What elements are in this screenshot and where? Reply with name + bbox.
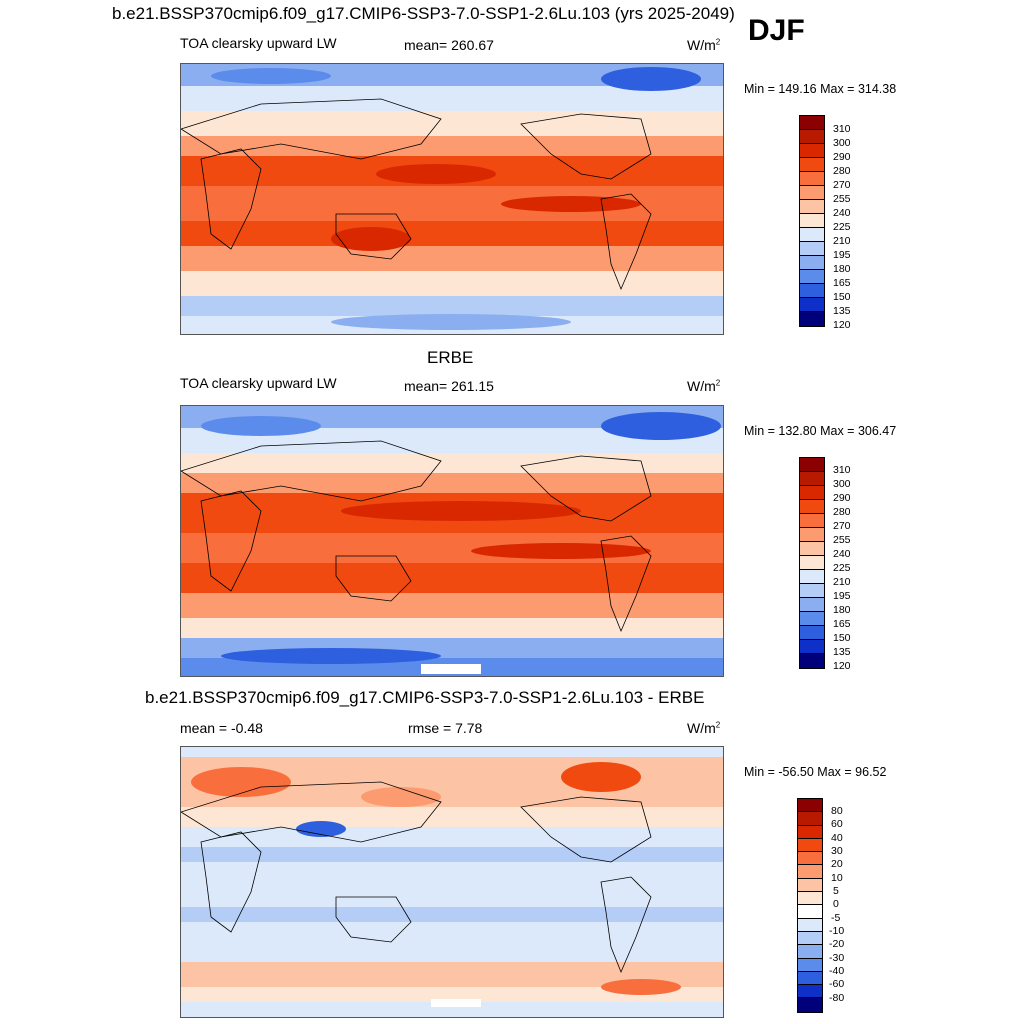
panel2-cb-label: 120	[833, 660, 851, 672]
panel3-cb-label: 10	[831, 872, 843, 884]
panel2-cb-label: 135	[833, 646, 851, 658]
panel1-cb-label: 195	[833, 249, 851, 261]
panel1-units: W/m2	[687, 37, 721, 53]
panel3-cb-label: -40	[829, 965, 845, 977]
panel2-map	[180, 405, 724, 677]
panel3-rmse: rmse = 7.78	[408, 720, 483, 736]
panel3-cb-label: -60	[829, 978, 845, 990]
panel1-cb-label: 300	[833, 137, 851, 149]
panel3-cb-label: 40	[831, 832, 843, 844]
panel1-cb-label: 180	[833, 263, 851, 275]
panel1-cb-label: 225	[833, 221, 851, 233]
panel1-cb-label: 240	[833, 207, 851, 219]
panel3-cb-label: 30	[831, 845, 843, 857]
panel1-variable: TOA clearsky upward LW	[180, 35, 337, 51]
panel3-cb-label: -5	[831, 912, 841, 924]
panel3-cb-label: 80	[831, 805, 843, 817]
panel2-title: ERBE	[427, 348, 474, 367]
panel2-minmax: Min = 132.80 Max = 306.47	[744, 424, 897, 438]
panel2-cb-label: 195	[833, 590, 851, 602]
panel2-cb-label: 280	[833, 506, 851, 518]
panel1-cb-label: 120	[833, 319, 851, 331]
panel1-map	[180, 63, 724, 335]
panel1-title: b.e21.BSSP370cmip6.f09_g17.CMIP6-SSP3-7.…	[112, 4, 735, 23]
panel2-cb-label: 270	[833, 520, 851, 532]
panel3-map-svg	[181, 747, 723, 1017]
panel1-cb-label: 210	[833, 235, 851, 247]
panel1-cb-label: 150	[833, 291, 851, 303]
panel2-cb-label: 255	[833, 534, 851, 546]
panel3-cb-label: -30	[829, 952, 845, 964]
panel2-cb-label: 210	[833, 576, 851, 588]
panel1-cb-label: 270	[833, 179, 851, 191]
panel3-cb-label: 5	[833, 885, 839, 897]
panel2-units: W/m2	[687, 378, 721, 394]
panel2-cb-label: 225	[833, 562, 851, 574]
season-label: DJF	[748, 14, 805, 47]
panel1-map-svg	[181, 64, 723, 334]
panel3-colorbar	[797, 798, 823, 1013]
panel2-cb-label: 165	[833, 618, 851, 630]
panel3-cb-label: -10	[829, 925, 845, 937]
panel1-cb-label: 310	[833, 123, 851, 135]
panel1-colorbar	[799, 115, 825, 327]
panel3-cb-label: -80	[829, 992, 845, 1004]
panel3-map	[180, 746, 724, 1018]
panel3-minmax: Min = -56.50 Max = 96.52	[744, 765, 887, 779]
panel3-cb-label: -20	[829, 938, 845, 950]
panel3-units: W/m2	[687, 720, 721, 736]
panel2-cb-label: 180	[833, 604, 851, 616]
panel3-title: b.e21.BSSP370cmip6.f09_g17.CMIP6-SSP3-7.…	[145, 688, 705, 707]
panel3-mean: mean = -0.48	[180, 720, 263, 736]
panel3-cb-label: 20	[831, 858, 843, 870]
panel3-cb-label: 0	[833, 898, 839, 910]
panel1-cb-label: 165	[833, 277, 851, 289]
panel2-cb-label: 310	[833, 464, 851, 476]
panel3-cb-label: 60	[831, 818, 843, 830]
panel1-mean: mean= 260.67	[404, 37, 494, 53]
panel1-cb-label: 290	[833, 151, 851, 163]
panel1-cb-label: 255	[833, 193, 851, 205]
panel2-variable: TOA clearsky upward LW	[180, 375, 337, 391]
panel2-cb-label: 300	[833, 478, 851, 490]
panel1-cb-label: 280	[833, 165, 851, 177]
panel2-cb-label: 290	[833, 492, 851, 504]
panel2-colorbar	[799, 457, 825, 669]
panel2-mean: mean= 261.15	[404, 378, 494, 394]
panel2-map-svg	[181, 406, 723, 676]
panel2-cb-label: 240	[833, 548, 851, 560]
panel1-minmax: Min = 149.16 Max = 314.38	[744, 82, 897, 96]
panel1-cb-label: 135	[833, 305, 851, 317]
panel2-cb-label: 150	[833, 632, 851, 644]
